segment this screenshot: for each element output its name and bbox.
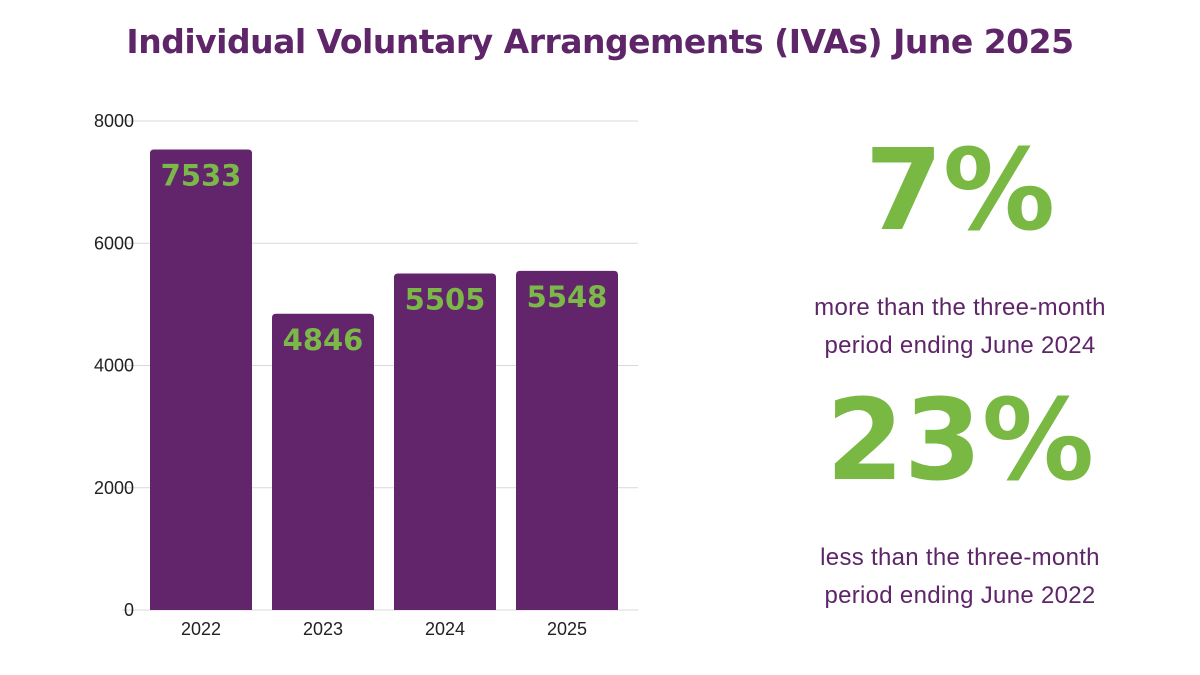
x-tick-label: 2025: [547, 619, 587, 639]
bar-data-label: 5548: [527, 280, 608, 314]
stat-description-1-line-2: period ending June 2024: [824, 332, 1096, 359]
x-tick-label: 2022: [181, 619, 221, 639]
stat-description-1: more than the three-month period ending …: [760, 289, 1160, 365]
stat-description-1-line-1: more than the three-month: [814, 294, 1106, 321]
bar-chart: 0 2000 4000 6000 8000 7533 2022 4846 2023 5505 202…: [94, 111, 638, 639]
bar-data-label: 5505: [405, 283, 486, 317]
bar: [150, 149, 252, 610]
x-tick-label: 2023: [303, 619, 343, 639]
stat-value-1: 7%: [864, 126, 1056, 256]
chart-title: Individual Voluntary Arrangements (IVAs)…: [126, 22, 1074, 61]
stat-block-1: 7% more than the three-month period endi…: [760, 135, 1160, 365]
bar: [272, 313, 374, 610]
bar-data-label: 7533: [161, 159, 242, 193]
y-tick-label: 2000: [94, 478, 134, 498]
stat-value-2: 23%: [825, 376, 1095, 506]
y-tick-label: 6000: [94, 233, 134, 253]
bar-data-label: 4846: [283, 323, 364, 357]
y-tick-label: 8000: [94, 111, 134, 131]
y-tick-label: 0: [124, 600, 134, 620]
stat-description-2: less than the three-month period ending …: [760, 539, 1160, 615]
x-tick-label: 2024: [425, 619, 465, 639]
bar: [516, 270, 618, 610]
bar: [394, 273, 496, 610]
stat-block-2: 23% less than the three-month period end…: [760, 385, 1160, 615]
stat-description-2-line-2: period ending June 2022: [824, 582, 1096, 609]
y-tick-label: 4000: [94, 356, 134, 376]
stat-description-2-line-1: less than the three-month: [820, 544, 1100, 571]
